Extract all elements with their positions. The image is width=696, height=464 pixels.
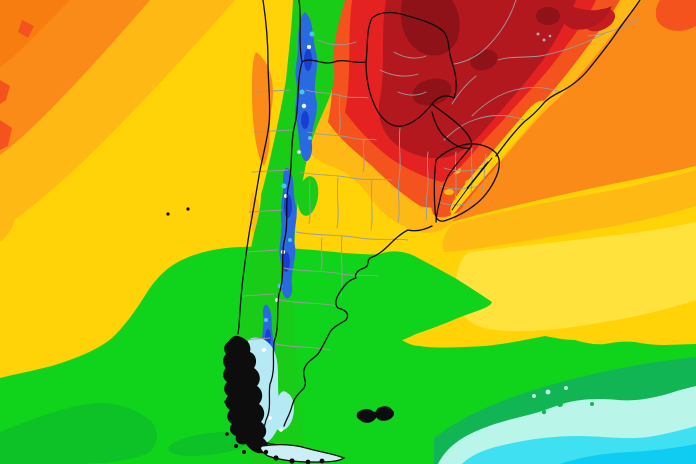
andes-dark-blue-cores xyxy=(265,49,312,347)
chile-region-lines xyxy=(240,89,293,341)
atlantic-amber-band xyxy=(442,170,696,252)
admin-borders xyxy=(240,0,641,351)
cyan-deep-corner xyxy=(560,444,696,464)
atlantic-orange xyxy=(452,0,696,222)
tierra-del-fuego xyxy=(259,444,346,463)
green-aqua-speckles xyxy=(532,386,568,398)
pacific-warm-region xyxy=(0,0,274,242)
juan-fernandez-islands xyxy=(166,207,190,216)
dark-red-ne-blob xyxy=(558,0,612,30)
patos-lagoon-line xyxy=(451,157,493,211)
admin-speckles xyxy=(536,32,552,42)
atlantic-red-streak xyxy=(655,0,696,31)
south-islands xyxy=(166,207,395,464)
argentina-atlantic-coast xyxy=(283,225,433,427)
chile-pacific-coast xyxy=(237,0,271,335)
orange-nw-blob xyxy=(0,0,150,155)
country-borders xyxy=(237,0,641,451)
andes-cordillera xyxy=(240,0,345,464)
falkland-islands xyxy=(356,406,395,423)
uruguay-outline xyxy=(433,143,500,222)
atacama-coast-orange xyxy=(252,52,274,166)
atlantic-bright-yellow xyxy=(454,222,696,332)
chilean-fjords-mass xyxy=(223,335,269,454)
fjord-island-specks xyxy=(224,350,246,454)
green-deep-streak xyxy=(168,431,252,457)
cold-south-region xyxy=(0,246,696,464)
brazil-state-lines xyxy=(443,0,641,141)
maroon-hot-spots xyxy=(400,0,560,106)
red-orange-left-edge-flecks xyxy=(0,20,34,150)
darwin-range-black xyxy=(263,449,325,464)
green-deep-sw xyxy=(0,402,157,464)
andes-snow-flecks xyxy=(257,45,311,432)
chile-argentina-border xyxy=(263,0,303,429)
brazil-atlantic-coast xyxy=(495,0,641,157)
cordoba-sierras-green xyxy=(297,176,319,216)
aqua-green-speckles xyxy=(541,395,594,415)
patagonia-ice-blob-2 xyxy=(274,391,294,431)
uruguay-river-border xyxy=(435,147,471,223)
argentina-province-lines xyxy=(275,89,429,351)
paraguay-border xyxy=(365,11,457,127)
bolivia-admin-line xyxy=(317,39,357,46)
amber-left-edge-patch xyxy=(0,190,15,242)
deep-orange-corner xyxy=(0,0,70,68)
bolivia-argentina-border xyxy=(301,59,367,64)
paraguay-admin-lines xyxy=(379,51,427,96)
heat-core-region xyxy=(302,0,642,233)
